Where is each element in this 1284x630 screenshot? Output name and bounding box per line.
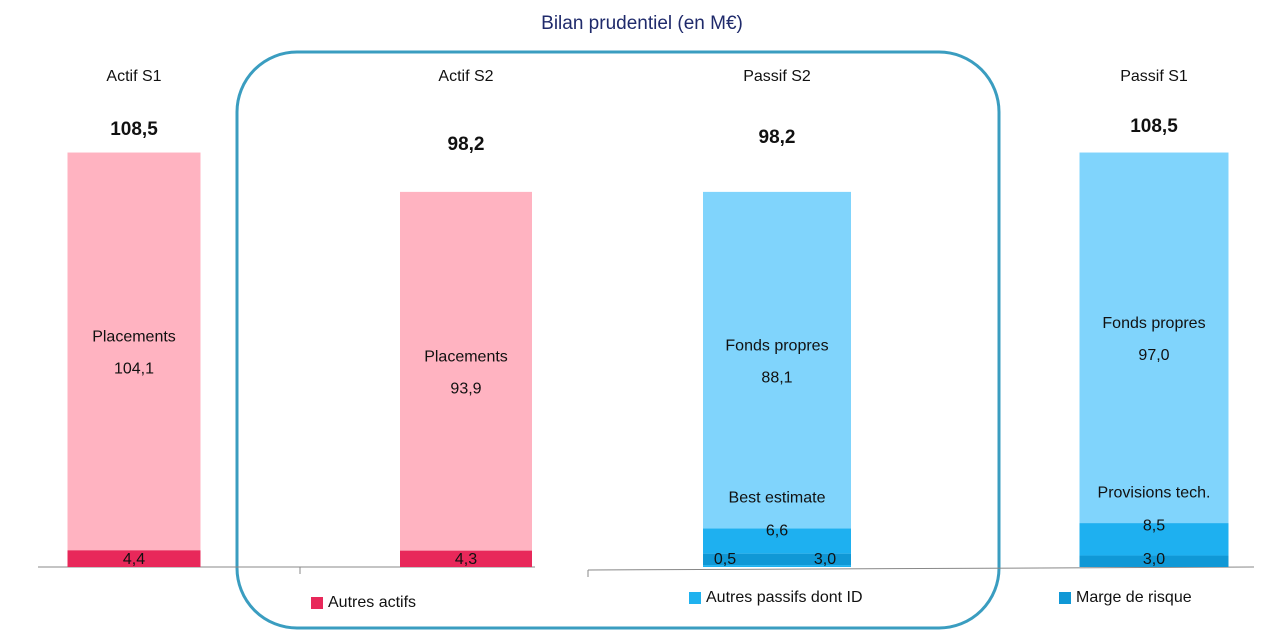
value-label: 88,1 — [761, 369, 792, 386]
total-label: 108,5 — [110, 119, 158, 140]
legend-swatch — [1059, 592, 1071, 604]
legend-label: Autres actifs — [328, 594, 416, 611]
bar-segment — [400, 191, 532, 551]
value-label: 6,6 — [766, 523, 788, 540]
bar-segment — [703, 191, 851, 529]
value-label: 3,0 — [814, 551, 836, 568]
segment-name: Provisions tech. — [1098, 484, 1211, 501]
bar-segment — [703, 565, 851, 567]
highlight-frame — [235, 50, 1001, 630]
baseline — [587, 566, 1255, 571]
legend-label: Marge de risque — [1076, 589, 1192, 606]
legend-label: Autres passifs dont ID — [706, 589, 863, 606]
value-label: 97,0 — [1138, 347, 1169, 364]
bar-segment — [703, 528, 851, 554]
total-label: 108,5 — [1130, 116, 1178, 137]
value-label: 4,4 — [123, 551, 145, 568]
category-label: Actif S2 — [438, 68, 493, 85]
bar-segment — [1079, 152, 1229, 524]
total-label: 98,2 — [759, 127, 796, 148]
bar-segment — [67, 152, 201, 551]
bar-segment — [703, 553, 851, 566]
value-label: 104,1 — [114, 361, 154, 378]
category-label: Passif S1 — [1120, 68, 1188, 85]
chart-title: Bilan prudentiel (en M€) — [541, 13, 743, 34]
legend-swatch — [689, 592, 701, 604]
category-label: Passif S2 — [743, 68, 811, 85]
value-label: 4,3 — [455, 551, 477, 568]
segment-name: Best estimate — [729, 490, 826, 507]
value-label: 8,5 — [1143, 517, 1165, 534]
value-label: 93,9 — [450, 380, 481, 397]
segment-name: Placements — [92, 329, 176, 346]
segment-name: Placements — [424, 348, 508, 365]
segment-name: Fonds propres — [1102, 315, 1205, 332]
value-label: 3,0 — [1143, 551, 1165, 568]
bar-segment — [400, 550, 532, 567]
bar-segment — [67, 550, 201, 567]
category-label: Actif S1 — [106, 68, 161, 85]
segment-name: Fonds propres — [725, 337, 828, 354]
value-label: 0,5 — [714, 551, 736, 568]
bar-segment — [1079, 523, 1229, 556]
total-label: 98,2 — [448, 134, 485, 155]
legend-swatch — [311, 597, 323, 609]
bar-segment — [1079, 555, 1229, 567]
